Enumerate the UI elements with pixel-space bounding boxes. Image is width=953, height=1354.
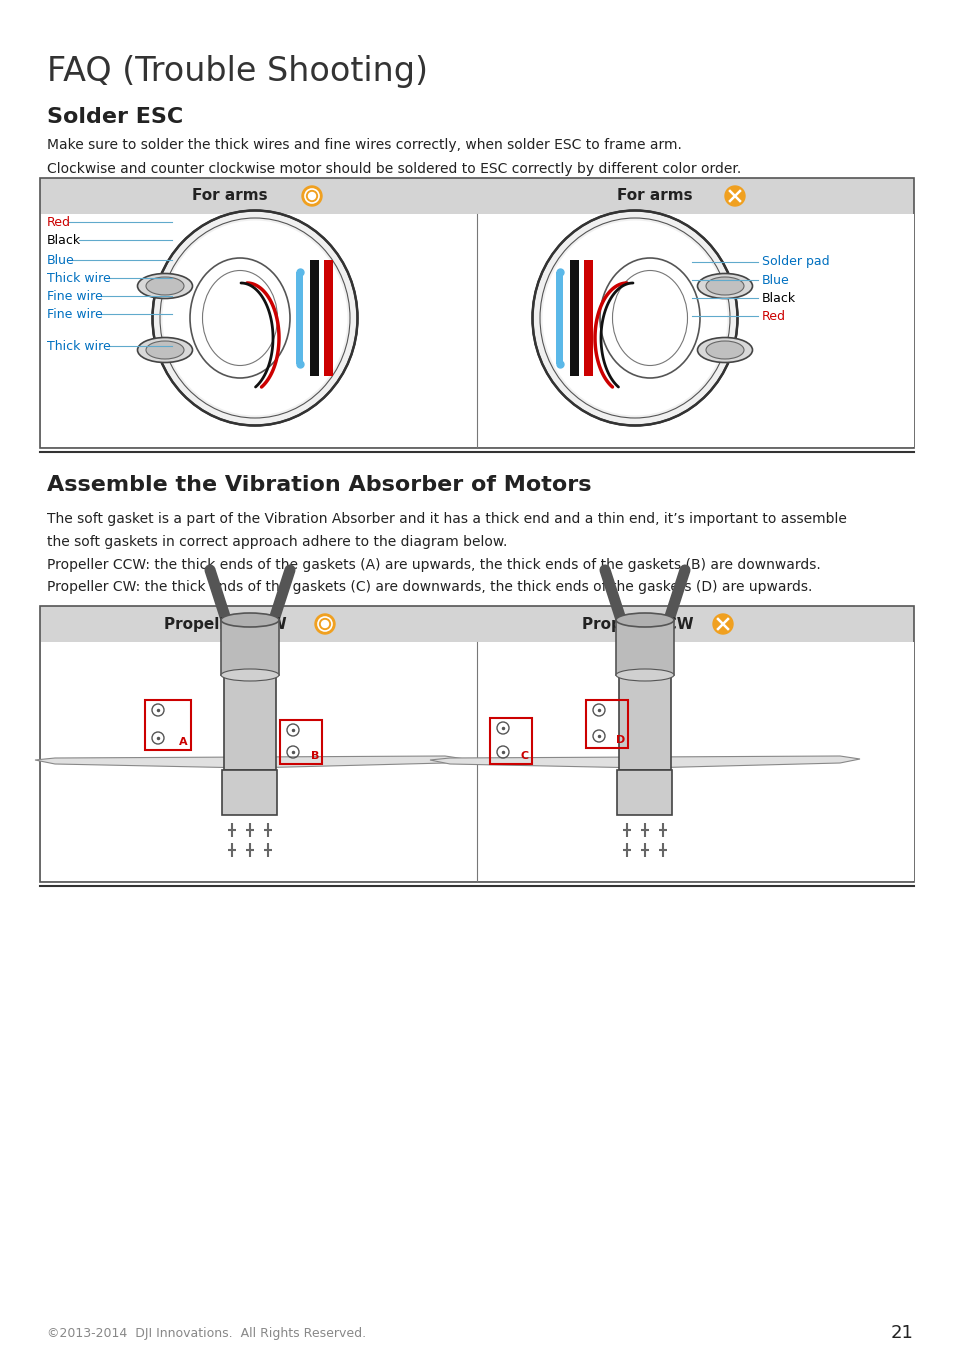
Ellipse shape xyxy=(162,221,347,416)
Ellipse shape xyxy=(152,210,357,425)
Text: Clockwise and counter clockwise motor should be soldered to ESC correctly by dif: Clockwise and counter clockwise motor sh… xyxy=(47,162,740,176)
Text: Solder pad: Solder pad xyxy=(761,256,829,268)
Text: Propeller CCW: the thick ends of the gaskets (A) are upwards, the thick ends of : Propeller CCW: the thick ends of the gas… xyxy=(47,558,820,571)
Bar xyxy=(584,260,593,376)
Polygon shape xyxy=(250,756,464,768)
Bar xyxy=(145,700,191,750)
Circle shape xyxy=(314,613,335,634)
Bar xyxy=(40,607,913,881)
Text: the soft gaskets in correct approach adhere to the diagram below.: the soft gaskets in correct approach adh… xyxy=(47,535,507,548)
Ellipse shape xyxy=(146,278,184,295)
Bar xyxy=(41,214,913,447)
Polygon shape xyxy=(644,756,859,768)
Text: Blue: Blue xyxy=(47,253,74,267)
Text: Red: Red xyxy=(47,215,71,229)
Bar xyxy=(490,718,532,764)
Ellipse shape xyxy=(532,210,737,425)
Text: Make sure to solder the thick wires and fine wires correctly, when solder ESC to: Make sure to solder the thick wires and … xyxy=(47,138,681,152)
Ellipse shape xyxy=(137,274,193,298)
Text: C: C xyxy=(520,751,529,761)
Ellipse shape xyxy=(616,613,673,627)
Text: For arms: For arms xyxy=(192,188,268,203)
Text: B: B xyxy=(311,751,318,761)
Polygon shape xyxy=(430,757,644,768)
Text: FAQ (Trouble Shooting): FAQ (Trouble Shooting) xyxy=(47,56,428,88)
Text: Assemble the Vibration Absorber of Motors: Assemble the Vibration Absorber of Motor… xyxy=(47,475,591,496)
Bar xyxy=(617,770,672,815)
Ellipse shape xyxy=(705,341,743,359)
Text: For arms: For arms xyxy=(617,188,692,203)
Text: 21: 21 xyxy=(890,1324,913,1342)
Bar xyxy=(224,676,275,770)
Text: Propeller CW: Propeller CW xyxy=(581,616,693,631)
Text: Black: Black xyxy=(47,233,81,246)
Ellipse shape xyxy=(542,221,727,416)
Circle shape xyxy=(321,620,328,627)
Bar xyxy=(221,620,278,676)
Text: Fine wire: Fine wire xyxy=(47,307,103,321)
Text: Fine wire: Fine wire xyxy=(47,290,103,302)
Bar xyxy=(296,272,303,364)
Bar xyxy=(40,177,913,448)
Bar xyxy=(324,260,334,376)
Bar xyxy=(616,620,673,676)
Bar xyxy=(618,676,670,770)
Bar xyxy=(222,770,277,815)
Circle shape xyxy=(712,613,732,634)
Circle shape xyxy=(302,185,322,206)
Text: Propeller CW: the thick ends of the gaskets (C) are downwards, the thick ends of: Propeller CW: the thick ends of the gask… xyxy=(47,580,812,594)
Bar xyxy=(310,260,319,376)
Ellipse shape xyxy=(221,669,278,681)
Text: ©2013-2014  DJI Innovations.  All Rights Reserved.: ©2013-2014 DJI Innovations. All Rights R… xyxy=(47,1327,366,1339)
Bar xyxy=(280,720,322,764)
Text: Propeller CCW: Propeller CCW xyxy=(164,616,286,631)
Ellipse shape xyxy=(705,278,743,295)
Circle shape xyxy=(308,192,315,199)
Ellipse shape xyxy=(697,337,752,363)
Ellipse shape xyxy=(221,613,278,627)
Text: Red: Red xyxy=(761,310,785,322)
Text: Thick wire: Thick wire xyxy=(47,272,111,284)
Ellipse shape xyxy=(146,341,184,359)
Text: Solder ESC: Solder ESC xyxy=(47,107,183,127)
Text: A: A xyxy=(179,737,188,747)
Circle shape xyxy=(724,185,744,206)
Ellipse shape xyxy=(137,337,193,363)
Text: Black: Black xyxy=(761,291,796,305)
Bar xyxy=(570,260,578,376)
Text: The soft gasket is a part of the Vibration Absorber and it has a thick end and a: The soft gasket is a part of the Vibrati… xyxy=(47,512,846,525)
Polygon shape xyxy=(35,757,250,768)
Ellipse shape xyxy=(616,669,673,681)
Bar xyxy=(41,642,913,881)
Bar xyxy=(556,272,563,364)
Text: Thick wire: Thick wire xyxy=(47,340,111,352)
Bar xyxy=(585,700,627,747)
Text: Blue: Blue xyxy=(761,274,789,287)
Text: D: D xyxy=(615,735,624,745)
Ellipse shape xyxy=(697,274,752,298)
